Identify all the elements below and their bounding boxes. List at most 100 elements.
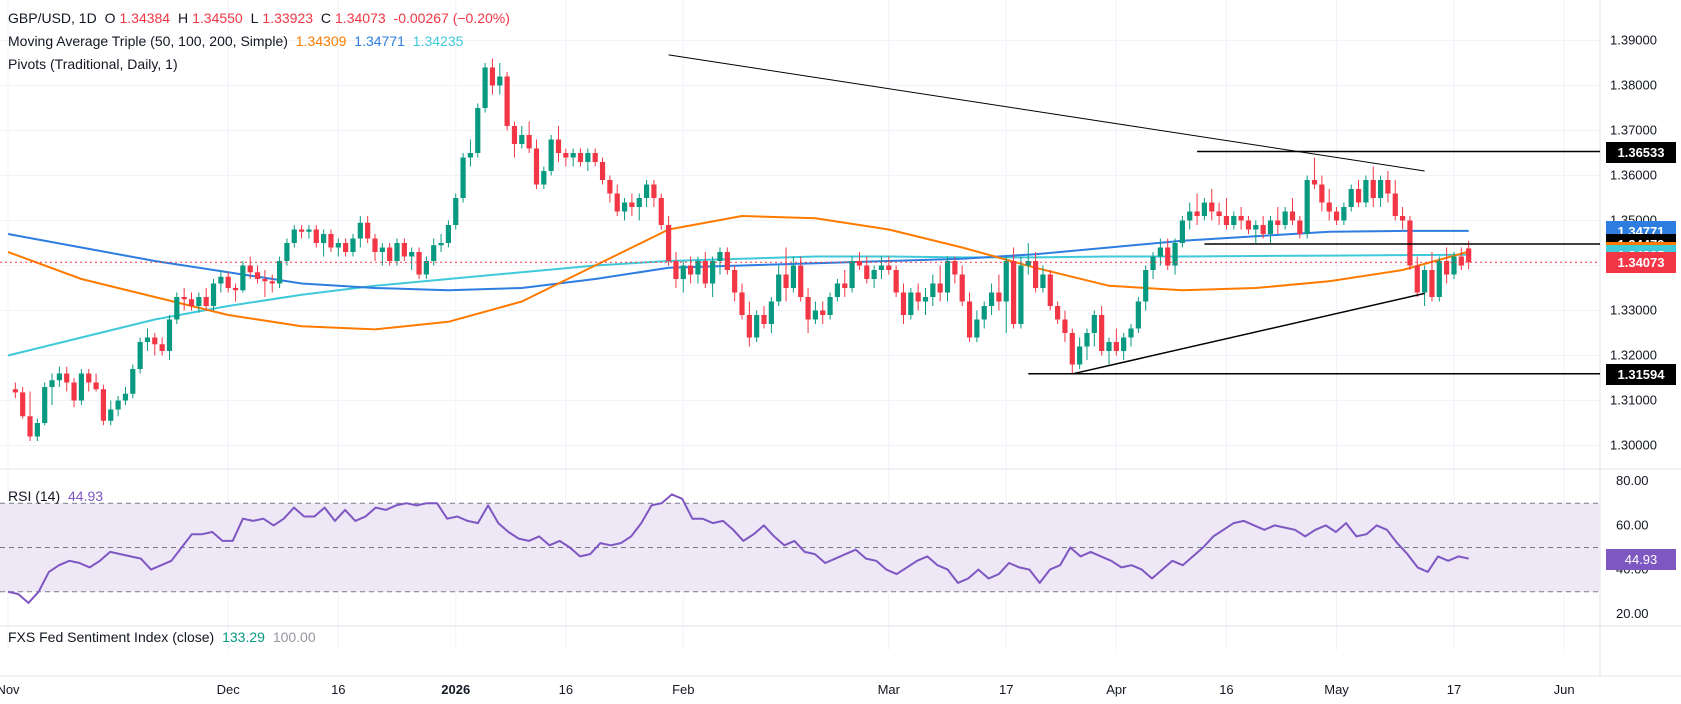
price-tick-label: 1.30000 <box>1610 438 1657 453</box>
candle-body <box>1451 256 1457 275</box>
candle-body <box>805 297 811 320</box>
candle-body <box>372 238 378 252</box>
candle-body <box>717 252 723 261</box>
candle-body <box>1267 220 1274 234</box>
candle-body <box>240 265 246 291</box>
candle-body <box>1348 189 1354 207</box>
candle-body <box>511 126 518 144</box>
candle-body <box>915 292 921 302</box>
candle-body <box>1091 315 1097 333</box>
candle-body <box>1355 189 1362 203</box>
candle-body <box>1444 261 1450 275</box>
candle-body <box>900 292 907 315</box>
price-tag: 1.34073 <box>1606 252 1676 274</box>
candle-body <box>203 297 209 306</box>
ma100-value: 1.34771 <box>354 33 405 49</box>
candle-body <box>1260 225 1266 234</box>
candle-body <box>350 238 356 252</box>
candle-body <box>460 157 466 198</box>
pivots-legend[interactable]: Pivots (Traditional, Daily, 1) <box>8 56 182 72</box>
price-tick-label: 1.39000 <box>1610 33 1657 48</box>
candle-body <box>49 380 55 387</box>
candle-body <box>996 292 1002 302</box>
candle-body <box>1289 211 1296 221</box>
price-tag: 1.31594 <box>1606 363 1676 385</box>
price-tick-label: 1.36000 <box>1610 168 1657 183</box>
candle-body <box>276 261 283 284</box>
candle-body <box>621 202 628 212</box>
candle-body <box>108 409 114 421</box>
rsi-legend[interactable]: RSI (14) 44.93 <box>8 488 107 504</box>
candle-body <box>416 252 422 275</box>
candle-body <box>394 243 400 261</box>
candle-body <box>658 198 664 225</box>
candle-body <box>1055 306 1061 320</box>
candle-body <box>636 198 642 207</box>
candle-body <box>1385 180 1391 194</box>
candle-body <box>27 416 33 437</box>
price-tick-label: 1.33000 <box>1610 303 1657 318</box>
price-tick-label: 1.32000 <box>1610 348 1657 363</box>
candle-body <box>952 261 958 275</box>
candle-body <box>651 184 657 198</box>
candle-body <box>299 229 305 232</box>
candle-body <box>519 135 525 144</box>
candle-body <box>930 283 936 297</box>
candle-body <box>981 306 987 320</box>
candle-body <box>533 148 540 185</box>
candle-body <box>71 382 77 401</box>
candle-body <box>548 139 554 171</box>
candle-body <box>1040 274 1046 288</box>
fxs-title: FXS Fed Sentiment Index (close) <box>8 629 215 645</box>
candle-body <box>1121 337 1127 351</box>
open-value: 1.34384 <box>119 10 171 26</box>
candle-body <box>673 261 679 279</box>
candle-body <box>181 297 187 300</box>
candle-body <box>1216 211 1222 216</box>
candle-body <box>1150 256 1156 270</box>
candle-body <box>218 276 224 284</box>
candle-body <box>607 180 613 194</box>
candle-body <box>365 222 371 239</box>
candle-body <box>754 315 760 338</box>
candle-body <box>812 310 818 320</box>
candle-body <box>1010 261 1017 324</box>
candle-body <box>666 225 672 261</box>
candle-body <box>585 153 591 162</box>
candle-body <box>790 265 796 288</box>
candle-body <box>849 261 855 288</box>
candle-body <box>526 135 532 149</box>
candle-body <box>1069 333 1075 365</box>
candle-body <box>188 299 195 306</box>
candle-body <box>232 288 239 291</box>
candle-body <box>944 261 951 293</box>
candle-body <box>137 342 143 369</box>
candle-body <box>174 297 180 320</box>
candle-body <box>1025 261 1031 266</box>
ohlc-legend: GBP/USD, 1D O 1.34384 H 1.34550 L 1.33923 C… <box>8 10 514 26</box>
candle-body <box>724 252 730 270</box>
time-tick-label: 17 <box>1447 682 1461 697</box>
candle-body <box>357 222 363 239</box>
ma200-value: 1.34235 <box>412 33 464 49</box>
time-tick-label: Jun <box>1554 682 1575 697</box>
candle-body <box>78 373 84 401</box>
candle-body <box>1458 256 1464 266</box>
candle-body <box>842 283 848 288</box>
candle-body <box>1209 202 1215 212</box>
candle-body <box>291 229 297 243</box>
price-tick-label: 1.31000 <box>1610 393 1657 408</box>
fxs-legend[interactable]: FXS Fed Sentiment Index (close) 133.29 1… <box>8 629 320 645</box>
time-tick-label: 16 <box>559 682 573 697</box>
candlesticks <box>12 58 1472 441</box>
candle-body <box>680 265 686 279</box>
candle-body <box>210 283 217 306</box>
symbol-label[interactable]: GBP/USD, 1D <box>8 10 97 26</box>
rsi-tick-label: 60.00 <box>1616 517 1649 532</box>
candle-body <box>688 265 694 275</box>
ma-legend[interactable]: Moving Average Triple (50, 100, 200, Sim… <box>8 33 467 49</box>
candle-body <box>856 261 863 266</box>
high-value: 1.34550 <box>192 10 243 26</box>
candle-body <box>577 153 584 162</box>
ma-title: Moving Average Triple (50, 100, 200, Sim… <box>8 33 288 49</box>
